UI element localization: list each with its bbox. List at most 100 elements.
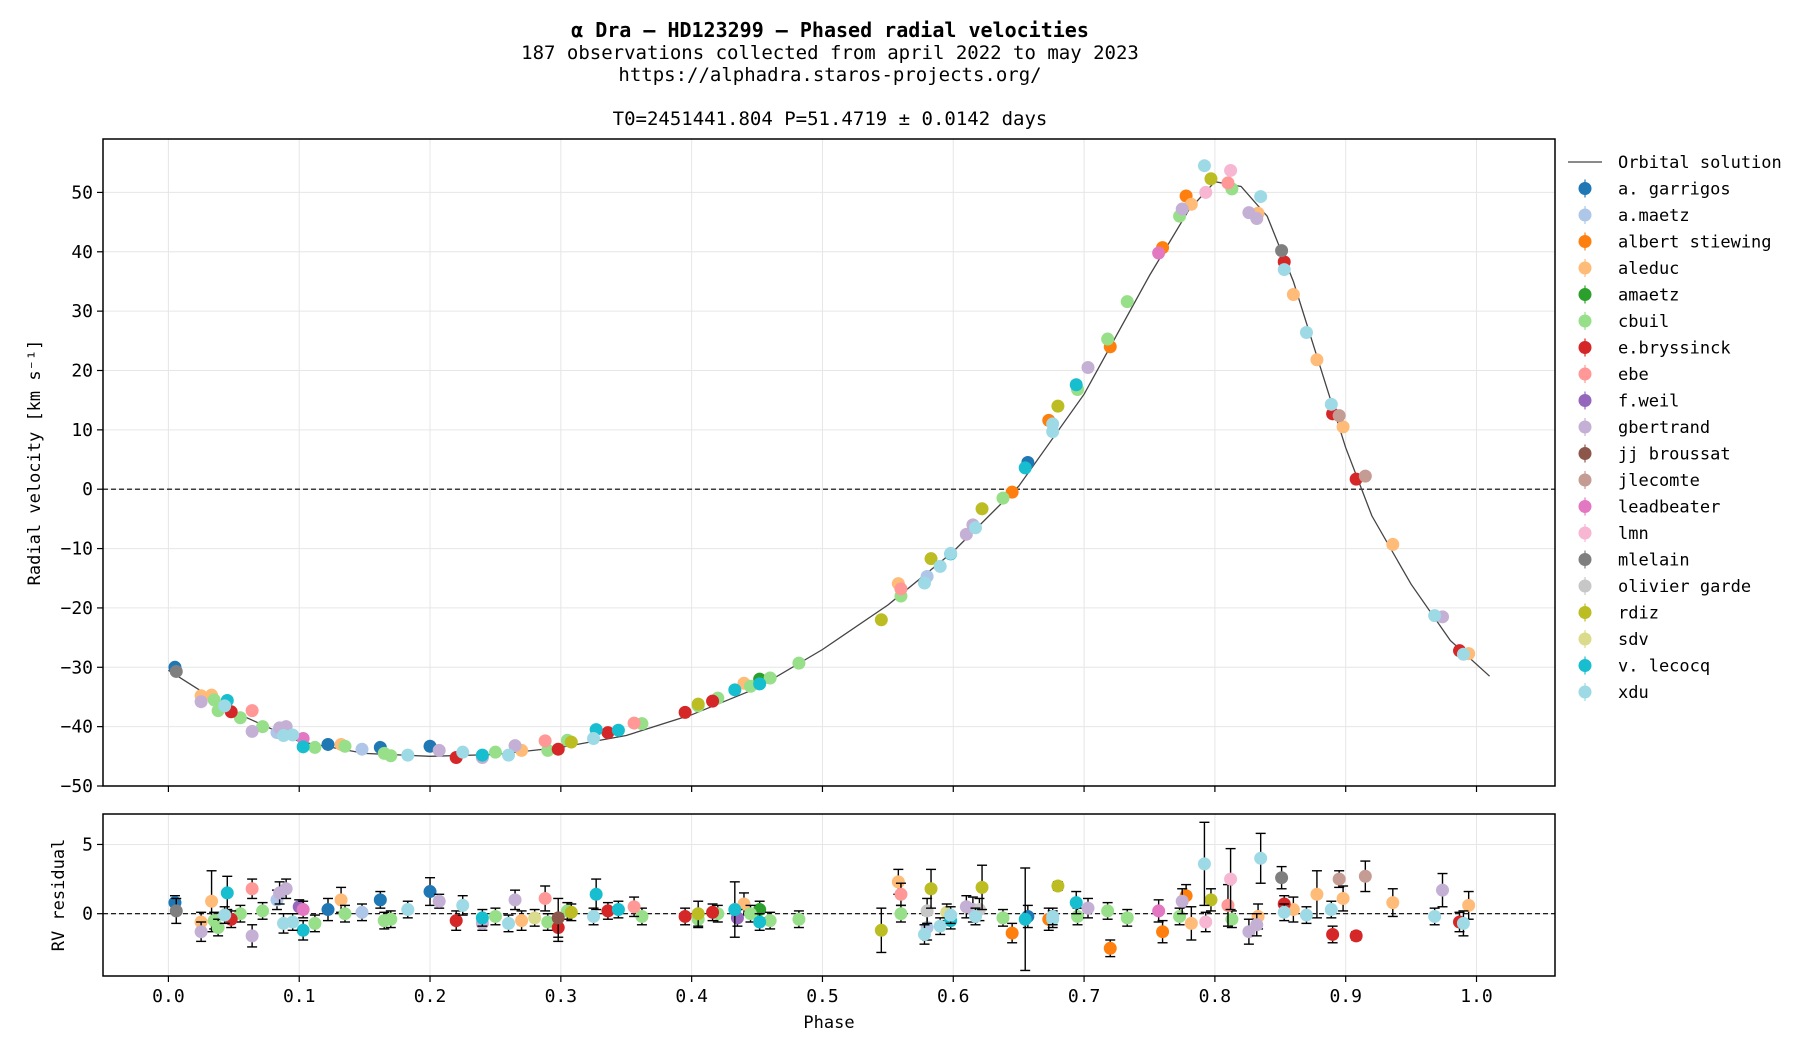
residual-point [194, 925, 208, 939]
rv-point [944, 546, 958, 560]
residual-point [1046, 909, 1060, 923]
residual-point [515, 914, 529, 928]
residual-point [587, 909, 601, 923]
residual-point [1018, 912, 1032, 926]
rv-point [1299, 326, 1313, 340]
rv-point [1175, 202, 1189, 216]
residual-point [211, 921, 225, 935]
rv-point [1120, 295, 1134, 309]
legend-marker [1578, 579, 1592, 593]
rv-point [753, 677, 767, 691]
rv-point [1069, 378, 1083, 392]
residual-point [1199, 915, 1213, 929]
residual-point [996, 911, 1010, 925]
residual-point [528, 911, 542, 925]
rv-point [1101, 332, 1115, 346]
rv-point [728, 683, 742, 697]
residual-point [1081, 901, 1095, 915]
legend-label: aleduc [1618, 259, 1679, 279]
legend-label: mlelain [1618, 551, 1690, 571]
residual-point [1324, 903, 1338, 917]
residual-point [1071, 909, 1085, 923]
x-tick-label: 0.6 [937, 986, 970, 1007]
rv-point [587, 732, 601, 746]
rv-point [627, 716, 641, 730]
residual-point [432, 894, 446, 908]
residual-point [169, 904, 183, 918]
legend-label: rdiz [1618, 604, 1659, 624]
rv-point [286, 728, 300, 742]
main-y-tick-label: 20 [71, 360, 93, 381]
residual-point [1349, 929, 1363, 943]
rv-point [207, 693, 221, 707]
x-axis-label: Phase [803, 1013, 854, 1033]
main-axis-ticks: −50 −40 −30 −20 −10 0 10 20 30 40 50 [60, 182, 1478, 797]
residual-point [538, 891, 552, 905]
legend-marker [1578, 632, 1592, 646]
residual-point [308, 916, 322, 930]
rv-point [969, 521, 983, 535]
rv-point [308, 740, 322, 754]
chart-subtitle-line-1: 187 observations collected from april 20… [521, 42, 1139, 64]
rv-point [763, 671, 777, 685]
rv-point [611, 723, 625, 737]
legend-label: v. lecocq [1618, 657, 1710, 677]
rv-point [1456, 647, 1470, 661]
residual-point [1175, 894, 1189, 908]
residual-point [744, 907, 758, 921]
residual-point [1156, 925, 1170, 939]
legend-label: sdv [1618, 630, 1649, 650]
residual-point [589, 887, 603, 901]
legend-label: lmn [1618, 524, 1649, 544]
residual-point [1462, 898, 1476, 912]
residual-point [334, 893, 348, 907]
x-tick-label: 0.1 [283, 986, 316, 1007]
residual-point [753, 915, 767, 929]
rv-point [975, 502, 989, 516]
rv-point [508, 739, 522, 753]
rv-point [456, 745, 470, 759]
rv-point [1051, 399, 1065, 413]
legend-marker [1578, 341, 1592, 354]
rv-point [1018, 461, 1032, 475]
residual-point [635, 909, 649, 923]
rv-point [1197, 159, 1211, 173]
residual-point [1326, 927, 1340, 941]
residual-point [286, 915, 300, 929]
main-data-points [168, 159, 1476, 765]
legend-label-orbital-solution: Orbital solution [1618, 153, 1782, 173]
main-y-tick-label: 50 [71, 182, 93, 203]
residual-point [1051, 879, 1065, 893]
rv-point [924, 552, 938, 566]
x-tick-label: 0.8 [1199, 986, 1232, 1007]
residual-point [1358, 869, 1372, 883]
legend-marker [1578, 314, 1592, 328]
rv-point [1204, 172, 1218, 186]
residual-point [296, 923, 310, 937]
rv-point [1046, 417, 1060, 431]
rv-point [1277, 263, 1291, 277]
main-y-tick-label: −10 [60, 539, 93, 560]
rv-point [355, 742, 369, 756]
rv-point [475, 748, 489, 762]
rv-point [1324, 397, 1338, 411]
legend-label: xdu [1618, 683, 1649, 703]
legend-marker [1578, 261, 1592, 275]
residual-point [891, 875, 905, 889]
legend-marker [1578, 288, 1592, 301]
rv-point [488, 745, 502, 759]
rv-point [384, 749, 398, 763]
legend-marker [1578, 473, 1592, 487]
residual-plot-frame [102, 813, 1556, 977]
legend-label: jj broussat [1618, 445, 1731, 465]
residual-point [245, 929, 259, 943]
residual-point [1005, 926, 1019, 940]
residual-point [1197, 857, 1211, 871]
rv-point [601, 726, 615, 740]
rv-point [792, 656, 806, 670]
residual-point [245, 882, 259, 896]
rv-point [321, 737, 335, 751]
rv-point [432, 743, 446, 757]
main-y-tick-label: −40 [60, 717, 93, 738]
